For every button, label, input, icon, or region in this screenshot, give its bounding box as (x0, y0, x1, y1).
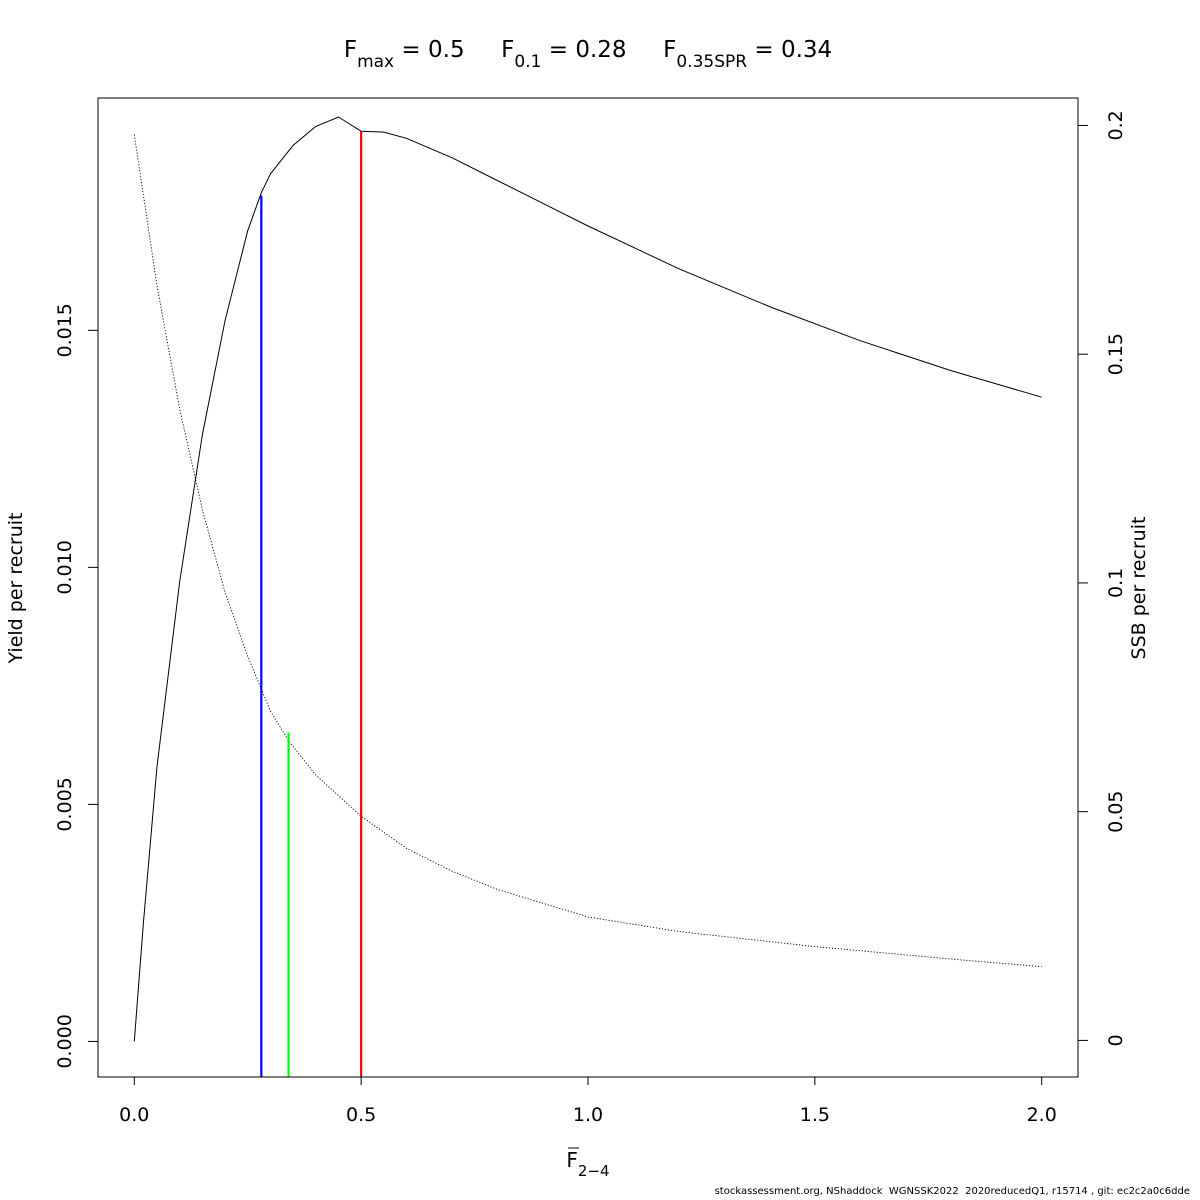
x-axis-label-text: F2−4 (566, 1148, 609, 1180)
title-part-0-symbol: F (344, 37, 357, 63)
title-part-2-symbol: F (627, 37, 677, 63)
title-part-2-subscript: 0.35SPR (676, 52, 747, 72)
x-tick-label: 1.0 (573, 1104, 603, 1126)
footer-credit: stockassessment.org, NShaddock WGNSSK202… (714, 1186, 1190, 1197)
y-axis-right: 0 0.05 0.1 0.15 0.2 (1077, 110, 1127, 1046)
y-left-tick-label: 0.005 (54, 777, 76, 831)
title-part-1-value: = 0.28 (541, 37, 626, 63)
y-right-tick-label: 0.15 (1105, 333, 1127, 375)
y-axis-right-label: SSB per recruit (1128, 517, 1150, 660)
x-axis-label: F2−4 (566, 1147, 610, 1180)
series-0-line (133, 116, 1042, 1042)
series-layer (133, 116, 1042, 1042)
y-right-tick-label: 0.2 (1105, 110, 1127, 140)
x-axis-label-subscript: 2−4 (578, 1162, 610, 1180)
reference-lines (260, 131, 363, 1077)
series-1-line (133, 134, 1042, 968)
y-right-tick-label: 0 (1105, 1034, 1127, 1046)
y-left-tick-label: 0.010 (54, 540, 76, 594)
y-axis-left-label: Yield per recruit (5, 513, 27, 665)
chart-title: Fmax = 0.5 F0.1 = 0.28 F0.35SPR = 0.34 (344, 37, 832, 72)
y-left-tick-label: 0.015 (54, 303, 76, 357)
x-tick-label: 0.5 (346, 1104, 376, 1126)
x-tick-label: 2.0 (1027, 1104, 1057, 1126)
title-part-1-symbol: F (465, 37, 515, 63)
x-tick-label: 0.0 (119, 1104, 149, 1126)
y-right-tick-label: 0.1 (1105, 568, 1127, 598)
title-part-0-subscript: max (357, 52, 394, 72)
x-axis-label-symbol: F (566, 1148, 578, 1172)
title-part-0-value: = 0.5 (394, 37, 464, 63)
y-axis-left: 0.000 0.005 0.010 0.015 (54, 303, 99, 1069)
y-right-tick-label: 0.05 (1105, 791, 1127, 833)
x-tick-label: 1.5 (800, 1104, 830, 1126)
y-left-tick-label: 0.000 (54, 1014, 76, 1068)
x-axis: 0.0 0.5 1.0 1.5 2.0 (119, 1076, 1057, 1126)
title-part-2-value: = 0.34 (747, 37, 832, 63)
title-text: Fmax = 0.5 F0.1 = 0.28 F0.35SPR = 0.34 (344, 37, 832, 72)
title-part-1-subscript: 0.1 (514, 52, 541, 72)
